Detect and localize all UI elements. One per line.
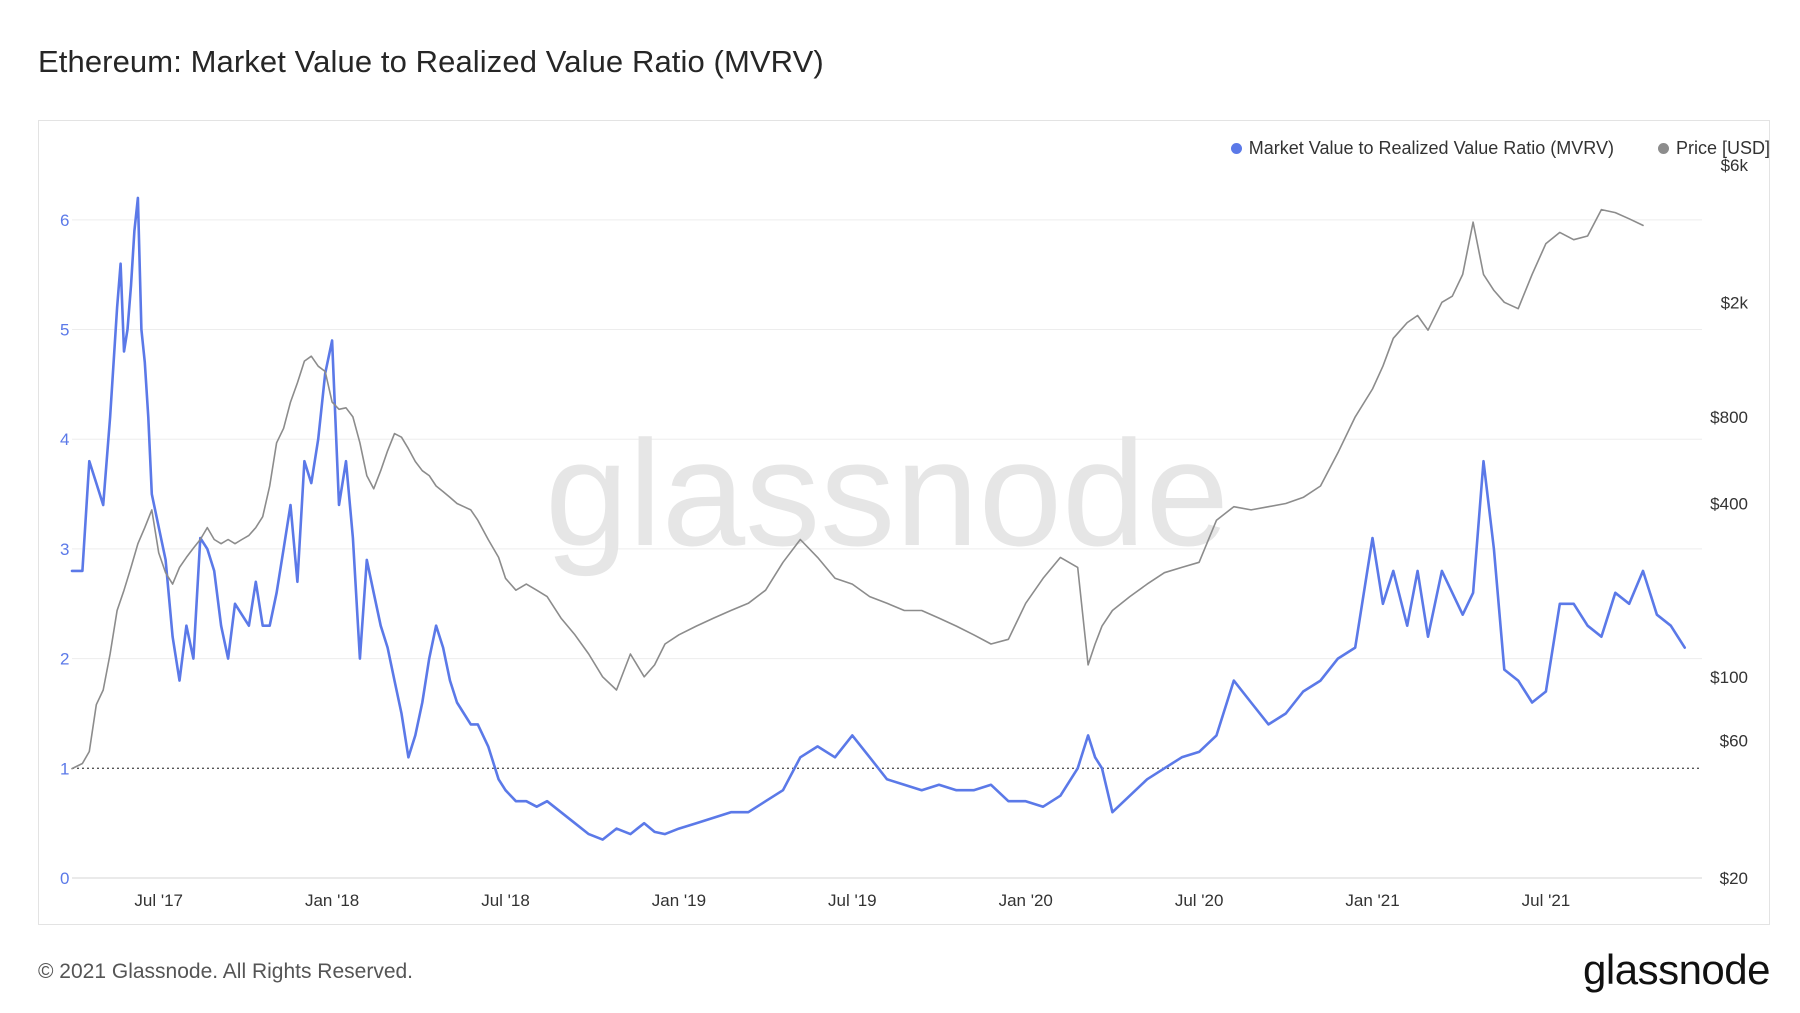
y-left-tick-label-6: 6 [60,211,69,230]
legend-label-mvrv: Market Value to Realized Value Ratio (MV… [1248,138,1614,158]
x-tick-label-1: Jan '18 [305,891,359,910]
y-left-tick-label-1: 1 [60,759,69,778]
chart-title: Ethereum: Market Value to Realized Value… [38,44,824,79]
legend-item-price[interactable]: Price [USD] [1657,138,1770,159]
y-right-tick-label-4: $800 [1710,408,1748,427]
chart-legend: Market Value to Realized Value Ratio (MV… [1230,138,1770,159]
x-tick-label-8: Jul '21 [1522,891,1571,910]
legend-marker-mvrv-icon [1230,143,1242,154]
x-tick-label-3: Jan '19 [652,891,706,910]
y-right-tick-label-3: $400 [1710,495,1748,514]
legend-label-price: Price [USD] [1675,138,1770,158]
x-tick-label-5: Jan '20 [999,891,1053,910]
y-left-tick-label-5: 5 [60,321,69,340]
y-left-tick-label-0: 0 [60,869,69,888]
chart-panel [38,120,1770,925]
y-right-tick-label-0: $20 [1720,869,1748,888]
legend-item-mvrv[interactable]: Market Value to Realized Value Ratio (MV… [1230,138,1614,159]
y-right-tick-label-1: $60 [1720,732,1748,751]
x-tick-label-4: Jul '19 [828,891,877,910]
x-tick-label-0: Jul '17 [134,891,183,910]
series-line-mvrv [70,196,1686,841]
copyright-notice: © 2021 Glassnode. All Rights Reserved. [38,960,414,983]
brand-logo[interactable]: glassnode [1583,946,1770,993]
y-left-tick-label-4: 4 [60,430,69,449]
y-right-tick-label-6: $6k [1721,156,1749,175]
series-line-price [71,208,1644,770]
x-tick-label-7: Jan '21 [1345,891,1399,910]
legend-marker-price-icon [1657,143,1669,154]
y-left-tick-label-3: 3 [60,540,69,559]
y-right-tick-label-2: $100 [1710,668,1748,687]
watermark-text: glassnode [545,409,1229,577]
y-left-tick-label-2: 2 [60,650,69,669]
x-tick-label-6: Jul '20 [1175,891,1224,910]
x-tick-label-2: Jul '18 [481,891,530,910]
y-right-tick-label-5: $2k [1721,293,1749,312]
